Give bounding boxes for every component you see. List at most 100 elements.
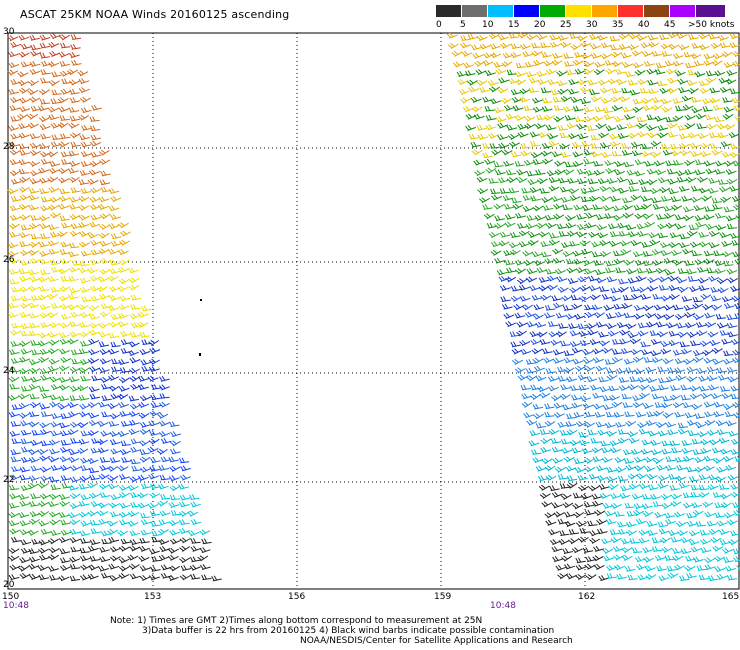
wind-barb: [68, 122, 80, 129]
wind-barb: [687, 430, 699, 437]
wind-barb: [637, 376, 649, 383]
wind-barb: [51, 71, 62, 78]
wind-barb: [535, 375, 547, 382]
wind-barb: [159, 431, 170, 438]
wind-barb: [48, 61, 60, 68]
wind-barb: [576, 223, 588, 230]
wind-barb: [61, 78, 72, 85]
wind-barb: [641, 349, 652, 356]
wind-barb: [724, 124, 736, 131]
wind-barb: [710, 537, 722, 544]
wind-barb: [642, 104, 654, 111]
wind-barb: [544, 403, 555, 410]
wind-barb: [686, 366, 698, 373]
wind-barb: [631, 141, 642, 148]
wind-barb: [40, 158, 52, 165]
wind-barb: [9, 258, 21, 265]
wind-barb: [584, 421, 596, 428]
wind-barb: [677, 331, 688, 338]
wind-barb: [90, 447, 102, 454]
wind-barb: [59, 285, 71, 293]
wind-barb: [595, 365, 607, 372]
wind-barb: [713, 401, 725, 408]
wind-barb: [555, 564, 567, 571]
wind-barb: [128, 284, 140, 291]
wind-barb: [40, 440, 51, 447]
wind-barb: [98, 149, 110, 156]
wind-barb: [709, 339, 721, 347]
wind-barb: [40, 69, 51, 75]
wind-barb: [30, 493, 41, 499]
wind-barb: [59, 332, 70, 339]
wind-barb: [168, 456, 180, 463]
wind-barb: [703, 214, 715, 221]
wind-barb: [576, 35, 588, 42]
wind-barb: [653, 410, 665, 417]
wind-barb: [661, 546, 673, 553]
wind-barb: [544, 258, 556, 265]
wind-barb: [498, 275, 510, 282]
wind-barb: [39, 143, 51, 150]
wind-barb: [590, 384, 601, 391]
wind-barb: [139, 421, 151, 428]
wind-barb: [20, 438, 32, 445]
wind-barb: [601, 347, 613, 354]
wind-barb: [676, 170, 688, 177]
wind-barb: [476, 124, 487, 131]
wind-barb: [672, 548, 683, 554]
wind-barb: [525, 276, 538, 283]
wind-barb: [710, 42, 722, 49]
wind-barb: [553, 213, 565, 220]
wind-barb: [10, 115, 21, 122]
wind-barb: [40, 205, 52, 212]
wind-barb: [636, 34, 648, 41]
wind-barb: [50, 465, 62, 471]
wind-barb: [58, 141, 70, 148]
wind-barb: [120, 440, 131, 447]
wind-barb: [20, 429, 32, 436]
wind-barb: [595, 123, 607, 130]
wind-barb: [682, 215, 694, 222]
wind-barb: [705, 168, 717, 175]
wind-barb: [107, 528, 119, 536]
wind-barb: [636, 116, 647, 123]
wind-barb: [69, 575, 81, 582]
wind-barb: [79, 321, 90, 328]
wind-barb: [660, 493, 672, 500]
wind-barb: [109, 259, 121, 266]
wind-barb: [38, 356, 50, 364]
wind-barb: [538, 231, 550, 238]
wind-barb: [714, 116, 725, 123]
wind-barb: [39, 422, 51, 429]
wind-barb: [119, 449, 131, 456]
wind-barb: [557, 473, 569, 480]
wind-barb: [636, 122, 648, 129]
wind-barb: [11, 536, 22, 543]
wind-barb: [521, 304, 533, 311]
wind-barb: [579, 240, 591, 247]
wind-barb: [500, 97, 512, 105]
wind-barb: [59, 115, 70, 121]
wind-barb: [572, 492, 584, 499]
wind-barb: [576, 123, 588, 130]
wind-barb: [684, 565, 696, 572]
wind-barb: [645, 420, 657, 427]
wind-barb: [592, 555, 604, 562]
wind-barb: [714, 260, 726, 267]
wind-barb: [500, 42, 511, 49]
wind-barb: [69, 203, 80, 210]
wind-barb: [620, 52, 632, 59]
wind-barb: [58, 575, 70, 582]
wind-barb: [691, 438, 703, 445]
wind-barb: [19, 149, 31, 156]
wind-barb: [705, 223, 717, 230]
wind-barb: [100, 303, 112, 310]
wind-barb: [703, 250, 715, 257]
wind-barb: [551, 546, 563, 553]
wind-barb: [732, 548, 740, 555]
wind-barb: [557, 518, 569, 525]
wind-barb: [89, 474, 100, 481]
wind-barb: [118, 473, 130, 480]
wind-barb: [158, 554, 170, 561]
wind-barb: [646, 321, 658, 328]
